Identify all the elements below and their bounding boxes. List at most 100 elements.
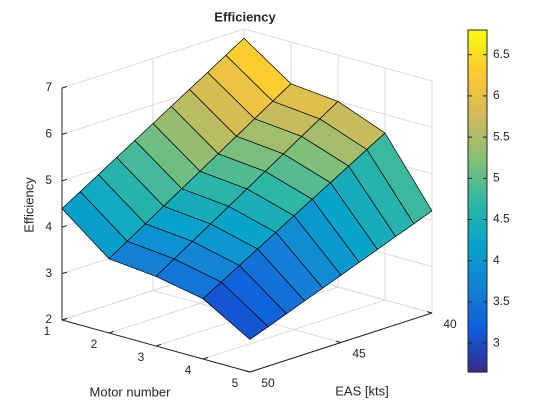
z-tick-label: 6 (45, 127, 52, 141)
x-axis-label: Motor number (90, 384, 172, 399)
colorbar-cell (468, 94, 487, 101)
colorbar-cell (468, 238, 487, 245)
colorbar-cell (468, 243, 487, 250)
colorbar-cell (468, 355, 487, 362)
colorbar-cell (468, 195, 487, 202)
colorbar-cell (468, 40, 487, 47)
z-tick (61, 178, 68, 182)
colorbar-cell (468, 201, 487, 207)
colorbar-cell (468, 104, 487, 111)
colorbar-cell (468, 110, 487, 117)
y-tick-label: 40 (443, 317, 457, 331)
colorbar-cell (468, 78, 487, 85)
colorbar-cell (468, 184, 487, 191)
colorbar-cell (468, 62, 487, 69)
colorbar-cell (468, 323, 487, 330)
colorbar-cell (468, 158, 487, 165)
colorbar-tick-label: 3.5 (493, 294, 510, 308)
x-tick (61, 317, 68, 321)
colorbar-cell (468, 254, 487, 261)
colorbar-cell (468, 30, 487, 36)
colorbar-tick-label: 5.5 (493, 129, 510, 143)
colorbar-tick-label: 4.5 (493, 212, 510, 226)
colorbar-cell (468, 227, 487, 234)
z-tick (61, 225, 68, 228)
y-axis-label: EAS [kts] (335, 383, 388, 398)
chart-title: Efficiency (214, 9, 276, 24)
colorbar-cell (468, 217, 487, 223)
x-tick-label: 4 (185, 363, 192, 377)
colorbar-cell (468, 115, 487, 122)
colorbar-tick-label: 3 (493, 335, 500, 349)
colorbar-cell (468, 259, 487, 266)
z-tick (61, 271, 68, 275)
colorbar-cell (468, 366, 487, 373)
colorbar-cell (468, 190, 487, 197)
x-tick-label: 2 (91, 337, 98, 351)
y-tick (426, 311, 433, 314)
z-tick-label: 7 (45, 80, 52, 94)
z-axis-label: Efficiency (21, 177, 36, 233)
z-tick-label: 5 (45, 173, 52, 187)
y-tick-label: 45 (352, 347, 366, 361)
colorbar-cell (468, 163, 487, 170)
colorbar-cell (468, 313, 487, 320)
colorbar-cell (468, 120, 487, 127)
colorbar-cell (468, 350, 487, 357)
colorbar-cell (468, 302, 487, 309)
colorbar-cell (468, 345, 487, 352)
colorbar-cell (468, 265, 487, 272)
colorbar-cell (468, 222, 487, 229)
colorbar-cell (468, 35, 487, 42)
colorbar-cell (468, 136, 487, 143)
colorbar-cell (468, 168, 487, 175)
colorbar-cell (468, 51, 487, 58)
colorbar-cell (468, 270, 487, 277)
colorbar-cell (468, 339, 487, 346)
colorbar-tick-label: 6 (493, 88, 500, 102)
colorbar-cell (468, 67, 487, 74)
colorbar-cell (468, 179, 487, 186)
colorbar-frame (467, 29, 488, 373)
colorbar-cell (468, 281, 487, 288)
colorbar-cell (468, 318, 487, 325)
colorbar-cell (468, 83, 487, 90)
colorbar-cell (468, 329, 487, 336)
colorbar-cell (468, 142, 487, 149)
colorbar-cell (468, 297, 487, 304)
colorbar-cell (468, 72, 487, 79)
z-tick-label: 2 (45, 312, 52, 326)
colorbar-cell (468, 211, 487, 218)
x-tick (108, 330, 115, 334)
colorbar-cell (468, 334, 487, 341)
y-tick (335, 340, 342, 343)
y-tick (244, 370, 251, 373)
z-tick (61, 132, 68, 135)
colorbar-cell (468, 174, 487, 181)
z-tick (61, 86, 68, 89)
x-tick (249, 369, 256, 373)
x-tick-label: 5 (232, 376, 239, 390)
z-tick-label: 4 (45, 219, 52, 233)
colorbar-cell (468, 46, 487, 52)
surface-patch (202, 281, 269, 340)
colorbar-tick-label: 4 (493, 253, 500, 267)
colorbar-cell (468, 307, 487, 314)
x-tick (155, 343, 162, 347)
colorbar-cell (468, 286, 487, 293)
colorbar-cell (468, 275, 487, 282)
x-tick-label: 1 (44, 324, 51, 338)
colorbar-cell (468, 291, 487, 298)
colorbar-tick-label: 5 (493, 171, 500, 185)
z-tick-label: 3 (45, 266, 52, 280)
x-tick-label: 3 (138, 350, 145, 364)
colorbar-cell (468, 147, 487, 154)
colorbar-cell (468, 99, 487, 106)
colorbar-cell (468, 131, 487, 138)
x-tick (202, 356, 209, 360)
colorbar-cell (468, 152, 487, 159)
colorbar-cell (468, 126, 487, 133)
colorbar-cell (468, 88, 487, 95)
colorbar-cell (468, 56, 487, 63)
